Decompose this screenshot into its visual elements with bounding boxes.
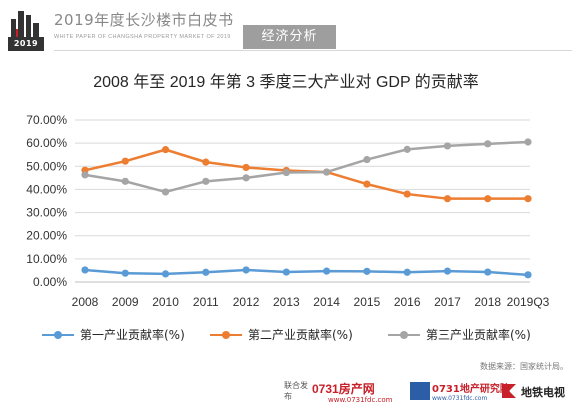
data-point-s3 — [202, 177, 210, 185]
header-divider — [54, 50, 572, 51]
data-point-s1 — [323, 267, 331, 275]
data-point-s1 — [403, 268, 411, 276]
legend-item: 第一产业贡献率(%) — [42, 326, 185, 343]
y-tick-label: 20.00% — [26, 229, 67, 243]
data-point-s3 — [403, 145, 411, 153]
data-point-s3 — [282, 168, 290, 177]
y-tick-label: 50.00% — [26, 159, 67, 173]
chart-title: 2008 年至 2019 年第 3 季度三大产业对 GDP 的贡献率 — [93, 74, 479, 91]
book-subtitle: WHITE PAPER OF CHANGSHA PROPERTY MARKET … — [54, 34, 231, 40]
data-point-s1 — [282, 268, 290, 276]
source-note: 数据来源：国家统计局。 — [480, 362, 568, 371]
data-point-s1 — [363, 267, 371, 275]
legend-marker — [210, 328, 242, 342]
data-point-s3 — [121, 177, 129, 185]
research-institute-logo-icon — [410, 382, 430, 400]
data-point-s1 — [443, 267, 452, 275]
data-point-s2 — [484, 195, 492, 203]
brand-0731-url: www.0731fdc.com — [328, 396, 393, 404]
joint-release-label: 联合发布 — [284, 381, 308, 401]
data-point-s3 — [323, 168, 331, 176]
brand-0731-name: 0731房产网 — [312, 382, 375, 396]
x-tick-label: 2015 — [354, 295, 381, 309]
data-point-s3 — [81, 171, 89, 179]
x-tick-label: 2010 — [152, 295, 179, 309]
data-point-s3 — [443, 142, 452, 150]
data-point-s3 — [363, 155, 371, 164]
data-point-s3 — [524, 138, 532, 146]
x-tick-label: 2016 — [394, 295, 421, 309]
brand-research-name: 0731地产研究院 — [432, 384, 510, 395]
data-point-s3 — [484, 140, 492, 148]
section-tag: 经济分析 — [243, 25, 336, 49]
data-point-s2 — [443, 195, 452, 203]
data-point-s1 — [81, 266, 89, 274]
y-tick-label: 30.00% — [26, 206, 67, 220]
y-tick-label: 0.00% — [33, 275, 67, 289]
y-tick-label: 40.00% — [26, 182, 67, 196]
data-point-s1 — [524, 271, 532, 279]
series-line-1 — [84, 268, 529, 277]
legend-label: 第一产业贡献率(%) — [80, 328, 185, 342]
data-point-s1 — [242, 266, 250, 274]
x-tick-label: 2017 — [434, 295, 461, 309]
data-point-s1 — [202, 268, 210, 276]
data-point-s1 — [121, 269, 129, 277]
x-tick-label: 2013 — [273, 295, 300, 309]
data-point-s3 — [242, 174, 250, 182]
y-tick-label: 60.00% — [26, 136, 67, 150]
data-point-s2 — [363, 180, 371, 188]
y-tick-label: 70.00% — [26, 113, 67, 127]
data-point-s2 — [202, 158, 210, 166]
x-tick-label: 2011 — [193, 295, 219, 309]
data-point-s2 — [403, 190, 411, 198]
logo-year: 2019 — [8, 37, 44, 51]
data-point-s3 — [161, 188, 170, 196]
footer: 联合发布 0731房产网 www.0731fdc.com 0731地产研究院 w… — [0, 376, 572, 409]
book-title: 2019年度长沙楼市白皮书 — [54, 11, 234, 29]
x-tick-label: 2018 — [474, 295, 501, 309]
x-tick-label: 2014 — [313, 295, 340, 309]
series-line-2 — [84, 148, 528, 200]
brand-metro-tv-name: 地铁电视 — [521, 386, 565, 399]
legend-marker — [388, 328, 420, 342]
data-point-s2 — [121, 157, 129, 165]
brand-research-url: www.0731fdc.com — [432, 395, 488, 402]
header: 2019 2019年度长沙楼市白皮书 WHITE PAPER OF CHANGS… — [0, 0, 572, 56]
data-point-s2 — [161, 146, 170, 154]
y-tick-label: 10.00% — [26, 252, 67, 266]
data-point-s1 — [161, 270, 170, 278]
series-line-3 — [84, 140, 529, 194]
chart-legend: 第一产业贡献率(%) 第二产业贡献率(%) 第三产业贡献率(%) — [0, 326, 572, 346]
legend-label: 第二产业贡献率(%) — [248, 328, 353, 342]
x-tick-label: 2009 — [112, 295, 139, 309]
x-tick-label: 2008 — [72, 295, 99, 309]
data-point-s2 — [242, 163, 250, 172]
data-point-s2 — [524, 195, 532, 203]
x-tick-label: 2012 — [233, 295, 260, 309]
legend-marker — [42, 328, 74, 342]
metro-tv-logo-icon — [502, 384, 516, 398]
legend-item: 第三产业贡献率(%) — [388, 326, 531, 343]
legend-label: 第三产业贡献率(%) — [426, 328, 531, 342]
x-tick-label: 2019Q3 — [507, 295, 550, 309]
building-logo-icon — [11, 11, 39, 37]
data-point-s1 — [484, 268, 492, 276]
legend-item: 第二产业贡献率(%) — [210, 326, 353, 343]
